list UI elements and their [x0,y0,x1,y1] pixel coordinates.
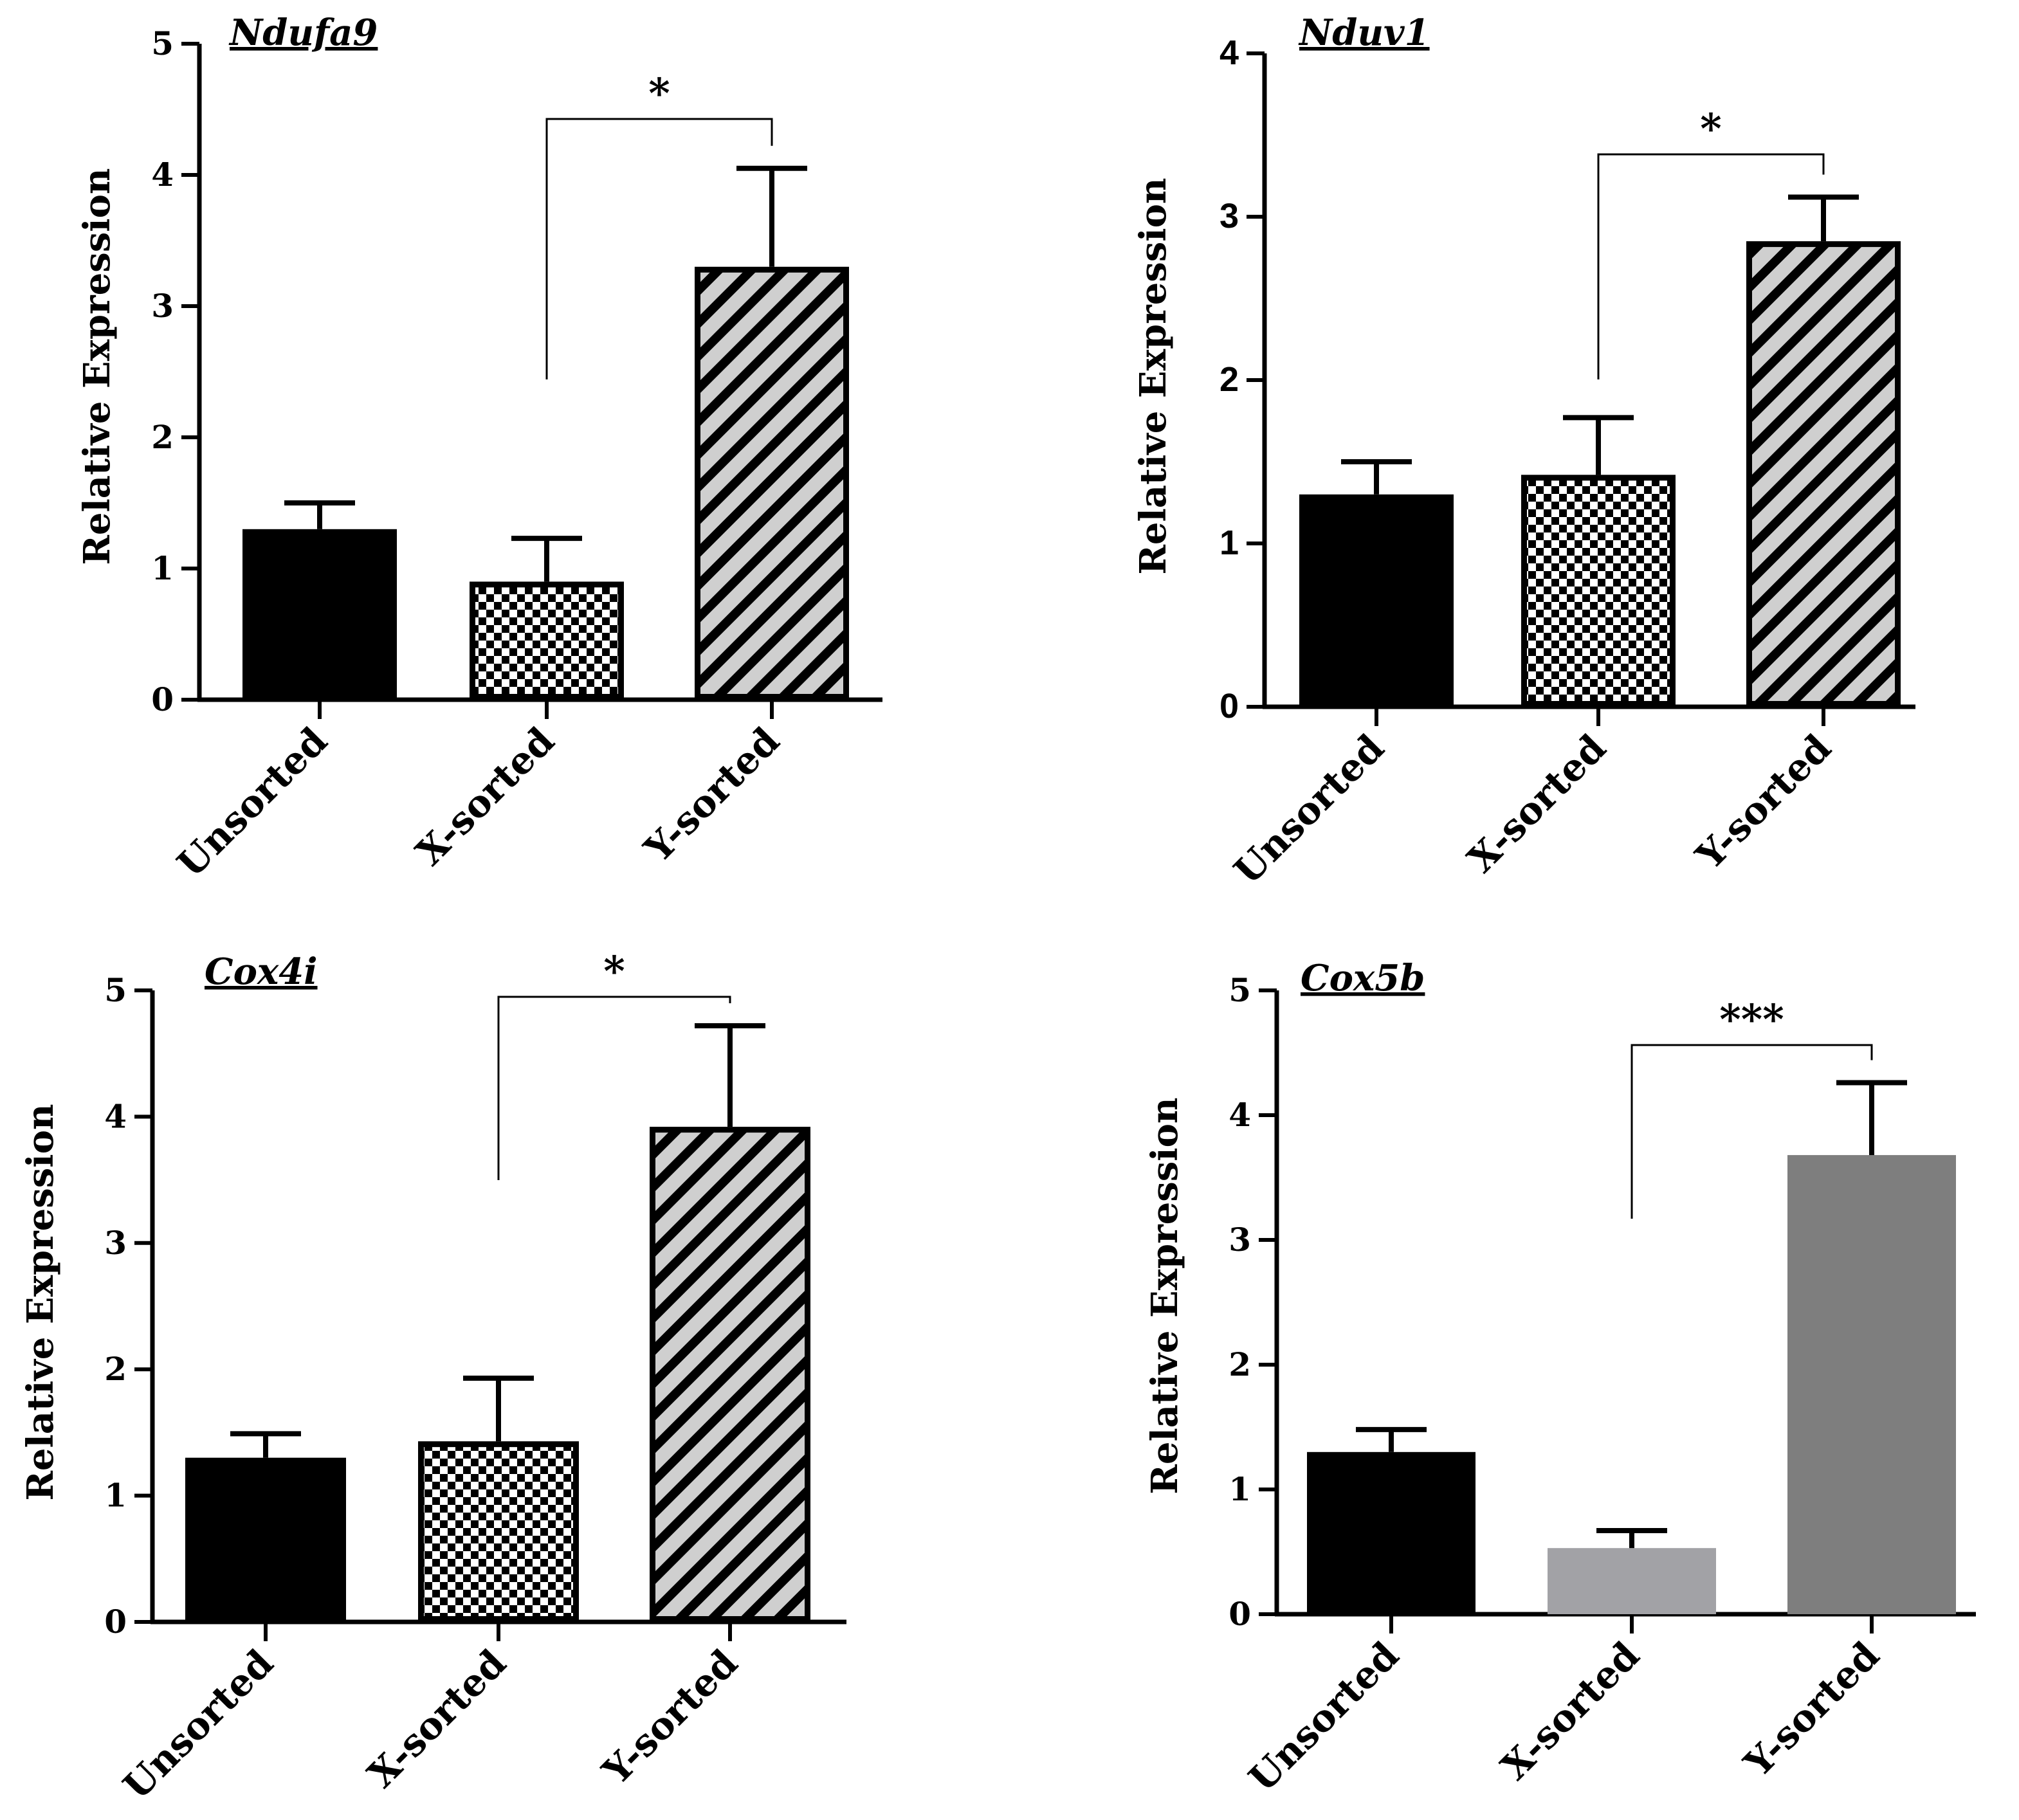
bar-y-sorted [1787,1155,1956,1614]
y-tick-label: 1 [151,549,174,587]
plot-area-cox4i: 0 1 2 3 4 5 Unsorted X-sorted Y-sorted * [104,947,846,1808]
significance-bracket [497,996,731,1180]
significance-label: *** [1719,996,1784,1044]
bar-y-sorted [650,1127,810,1623]
significance-bracket [545,118,773,379]
y-tick-label: 0 [1220,687,1239,725]
bar-unsorted [185,1457,346,1622]
x-tick-label: Y-sorted [635,719,788,871]
y-axis-label: Relative Expression [1132,177,1174,574]
y-tick-label: 2 [104,1350,127,1388]
x-tick-label: X-sorted [408,719,563,874]
bar-unsorted [1307,1451,1475,1614]
panel-title: Cox5b [1301,957,1425,999]
y-axis-label: Relative Expression [19,1104,62,1500]
bar-x-sorted [1521,475,1676,707]
x-tick-label: X-sorted [1493,1633,1648,1788]
significance-bracket [1597,153,1825,379]
y-tick-label: 3 [1220,197,1239,235]
plot-area-cox5b: 0 1 2 3 4 5 Unsorted X-sorted Y-sorted *** [1229,971,1976,1800]
plot-area-nduv1: 0 1 2 3 4 Unsorted X-sorted Y-sorted * [1220,33,1915,893]
panel-title: Ndufa9 [228,12,378,54]
y-tick-label: 5 [1229,971,1251,1009]
y-tick-label: 4 [151,156,174,194]
y-tick-label: 4 [1229,1096,1251,1134]
significance-label: * [1700,105,1721,153]
panel-title: Cox4i [205,951,318,993]
x-tick-label: Unsorted [1240,1633,1407,1800]
bar-y-sorted [1746,241,1901,707]
y-tick-label: 1 [104,1477,127,1515]
significance-label: * [648,69,670,118]
y-axis-label: Relative Expression [1144,1097,1186,1494]
x-tick-label: Unsorted [1225,726,1392,893]
y-tick-label: 4 [104,1097,127,1135]
y-axis-label: Relative Expression [76,168,118,565]
panel-cox5b: Cox5b Relative Expression [1144,957,1425,1495]
y-tick-label: 1 [1229,1470,1251,1508]
x-tick-label: Y-sorted [594,1641,746,1794]
bar-x-sorted [1548,1548,1716,1614]
y-tick-label: 3 [151,287,174,325]
panel-cox4i: Cox4i Relative Expression [19,951,318,1501]
y-tick-label: 0 [104,1603,127,1641]
x-tick-label: X-sorted [1459,726,1614,881]
y-tick-label: 5 [151,24,174,62]
y-tick-label: 4 [1220,33,1239,72]
panel-nduv1: Nduv1 Relative Expression [1132,12,1430,575]
y-tick-label: 1 [1220,523,1239,562]
bar-unsorted [242,529,397,700]
significance-bracket [1631,1044,1873,1219]
bar-unsorted [1299,494,1454,707]
plot-area-ndufa9: 0 1 2 3 4 5 Unsorted X-sorted Y-sorted * [151,24,882,886]
x-tick-label: X-sorted [360,1641,515,1796]
panel-ndufa9: Ndufa9 Relative Expression [76,12,378,565]
x-tick-label: Unsorted [114,1641,281,1808]
bar-x-sorted [470,581,624,700]
y-tick-label: 2 [1229,1345,1251,1383]
y-tick-label: 3 [1229,1221,1251,1259]
y-tick-label: 0 [1229,1595,1251,1633]
significance-label: * [603,947,625,996]
x-tick-label: Y-sorted [1687,726,1840,878]
bar-x-sorted [418,1441,579,1622]
bar-y-sorted [695,266,849,700]
y-tick-label: 3 [104,1224,127,1262]
x-tick-label: Unsorted [169,719,335,886]
y-tick-label: 2 [151,418,174,456]
y-tick-label: 5 [104,971,127,1009]
x-tick-label: Y-sorted [1735,1633,1888,1786]
panel-title: Nduv1 [1298,12,1430,54]
y-tick-label: 2 [1220,360,1239,399]
y-tick-label: 0 [151,680,174,718]
